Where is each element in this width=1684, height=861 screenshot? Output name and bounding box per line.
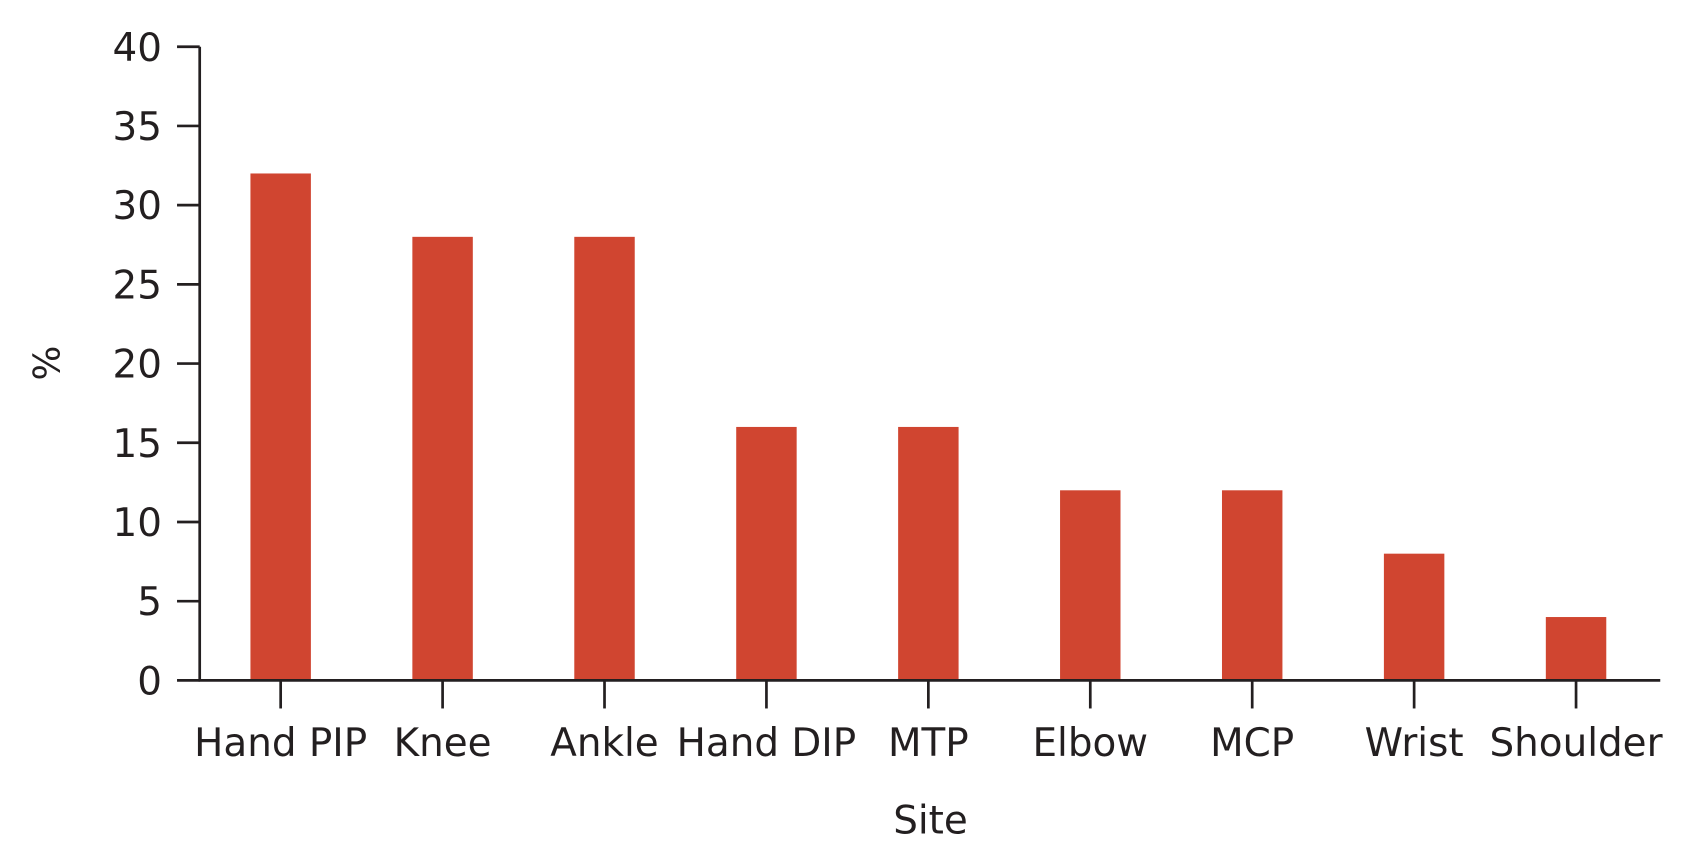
bar-hand-pip [250,173,311,681]
bar-ankle [574,236,635,681]
y-tick-label: 30 [112,184,161,229]
x-tick-label: Wrist [1365,721,1464,766]
y-axis-label: % [25,346,68,381]
bar-hand-dip [736,426,797,681]
bars [250,173,1607,681]
x-tick-label: Ankle [550,721,658,766]
bar-mcp [1221,490,1283,681]
y-tick-label: 25 [112,263,161,308]
x-tick-label: Hand DIP [677,721,857,766]
y-tick-label: 40 [112,26,161,71]
bar-mtp [898,426,959,681]
y-tick-label: 35 [112,105,161,150]
y-tick-label: 0 [137,659,162,704]
bar-elbow [1060,490,1121,681]
x-tick-label: Shoulder [1490,721,1663,766]
x-tick-label: Hand PIP [194,721,367,766]
x-tick-label: MCP [1210,721,1294,766]
y-tick-label: 5 [137,580,162,625]
x-ticks: Hand PIP Knee Ankle Hand DIP MTP Elbow MCP Wris… [194,680,1663,766]
bar-shoulder [1545,617,1607,681]
y-tick-label: 10 [112,501,161,546]
x-tick-label: Elbow [1032,721,1148,766]
bar-wrist [1383,553,1445,681]
x-axis-label: Site [893,799,968,844]
bar-knee [412,236,473,681]
x-tick-label: MTP [888,721,969,766]
y-tick-label: 15 [112,422,161,467]
x-tick-label: Knee [394,721,492,766]
y-ticks: 0 5 10 15 20 25 30 35 40 [112,26,200,704]
y-tick-label: 20 [112,343,161,388]
